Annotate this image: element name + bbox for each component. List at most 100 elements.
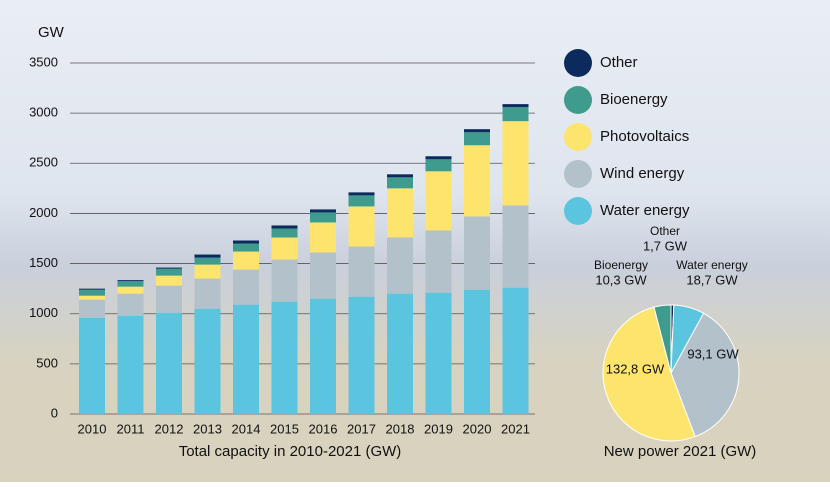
pie-slice [653, 304, 672, 374]
bar-segment [117, 280, 144, 282]
bar-segment [233, 240, 259, 244]
bar-segment [425, 171, 452, 231]
bar-segment [387, 293, 413, 414]
pie-slice [670, 312, 740, 438]
bar-segment [117, 315, 144, 414]
slice-value-label: 10,3 GW [595, 272, 647, 287]
bar-segment [348, 206, 375, 247]
bar-segment [464, 145, 490, 217]
legend-marker [564, 123, 592, 151]
y-tick-label: 2500 [29, 155, 58, 170]
bar-segment [425, 292, 452, 414]
y-tick-label: 500 [36, 355, 58, 370]
bar-segment [310, 209, 336, 213]
x-tick-label: 2021 [501, 421, 530, 436]
y-tick-label: 2000 [29, 205, 58, 220]
bar-segment [156, 312, 182, 414]
bar-segment [194, 264, 221, 279]
bar-segment [425, 230, 452, 293]
legend-label: Bioenergy [600, 91, 668, 108]
bar-segment [79, 288, 105, 290]
bar-segment [194, 308, 221, 414]
bar-segment [156, 285, 182, 313]
slice-value-label: 1,7 GW [643, 238, 688, 253]
bar-segment [79, 289, 105, 296]
bar-segment [387, 188, 413, 238]
bar-segment [271, 259, 298, 302]
bar-segment [194, 257, 221, 265]
bar-segment [156, 268, 182, 276]
bar-segment [156, 267, 182, 269]
bar-segment [79, 299, 105, 318]
bar-segment [79, 295, 105, 300]
legend-marker [564, 49, 592, 77]
x-tick-label: 2017 [347, 421, 376, 436]
slice-value-label: 132,8 GW [606, 361, 665, 376]
slice-label: Water energy [676, 258, 748, 272]
bar-segment [348, 246, 375, 297]
bar-segment [502, 107, 529, 122]
bar-segment [502, 104, 529, 108]
bar-segment [271, 225, 298, 229]
bar-segment [464, 129, 490, 133]
slice-label: Other [650, 224, 680, 238]
x-tick-label: 2018 [386, 421, 415, 436]
legend-marker [564, 160, 592, 188]
bar-segment [348, 296, 375, 414]
x-tick-label: 2012 [155, 421, 184, 436]
bar-segment [117, 286, 144, 294]
legend-label: Other [600, 54, 638, 71]
bar-segment [348, 192, 375, 196]
x-tick-label: 2019 [424, 421, 453, 436]
x-tick-label: 2014 [232, 421, 261, 436]
legend-label: Water energy [600, 202, 690, 219]
bar-segment [502, 205, 529, 288]
x-tick-label: 2015 [270, 421, 299, 436]
bar-segment [233, 304, 259, 414]
bar-segment [387, 177, 413, 189]
x-tick-label: 2016 [309, 421, 338, 436]
slice-value-label: 93,1 GW [687, 346, 739, 361]
bar-segment [387, 237, 413, 294]
legend-marker [564, 197, 592, 225]
bar-segment [233, 269, 259, 305]
bar-segment [348, 195, 375, 207]
bar-segment [271, 237, 298, 260]
bar-segment [271, 301, 298, 414]
pie-title: New power 2021 (GW) [604, 443, 757, 460]
legend-marker [564, 86, 592, 114]
bar-segment [310, 222, 336, 253]
x-tick-label: 2013 [193, 421, 222, 436]
bar-segment [194, 254, 221, 258]
y-tick-label: 3000 [29, 105, 58, 120]
bar-segment [464, 289, 490, 414]
x-tick-label: 2010 [78, 421, 107, 436]
bar-segment [464, 132, 490, 146]
y-tick-label: 3500 [29, 54, 58, 69]
bar-segment [425, 156, 452, 160]
bar-segment [117, 281, 144, 287]
bar-segment [502, 287, 529, 414]
legend-label: Photovoltaics [600, 128, 689, 145]
pie-slice [602, 306, 696, 442]
y-tick-label: 0 [51, 405, 58, 420]
bar-segment [310, 212, 336, 223]
bar-segment [79, 317, 105, 414]
x-tick-label: 2020 [463, 421, 492, 436]
x-axis-label: Total capacity in 2010-2021 (GW) [179, 443, 402, 460]
bar-segment [387, 174, 413, 178]
bar-segment [271, 228, 298, 238]
bar-segment [310, 298, 336, 414]
bar-segment [425, 159, 452, 172]
slice-value-label: 18,7 GW [686, 272, 738, 287]
y-tick-label: 1000 [29, 305, 58, 320]
bar-segment [233, 251, 259, 270]
bar-segment [464, 216, 490, 290]
bar-segment [233, 243, 259, 252]
slice-label: Bioenergy [594, 258, 648, 272]
y-tick-label: 1500 [29, 255, 58, 270]
legend-label: Wind energy [600, 165, 685, 182]
bar-segment [156, 275, 182, 286]
y-axis-label: GW [38, 24, 65, 41]
